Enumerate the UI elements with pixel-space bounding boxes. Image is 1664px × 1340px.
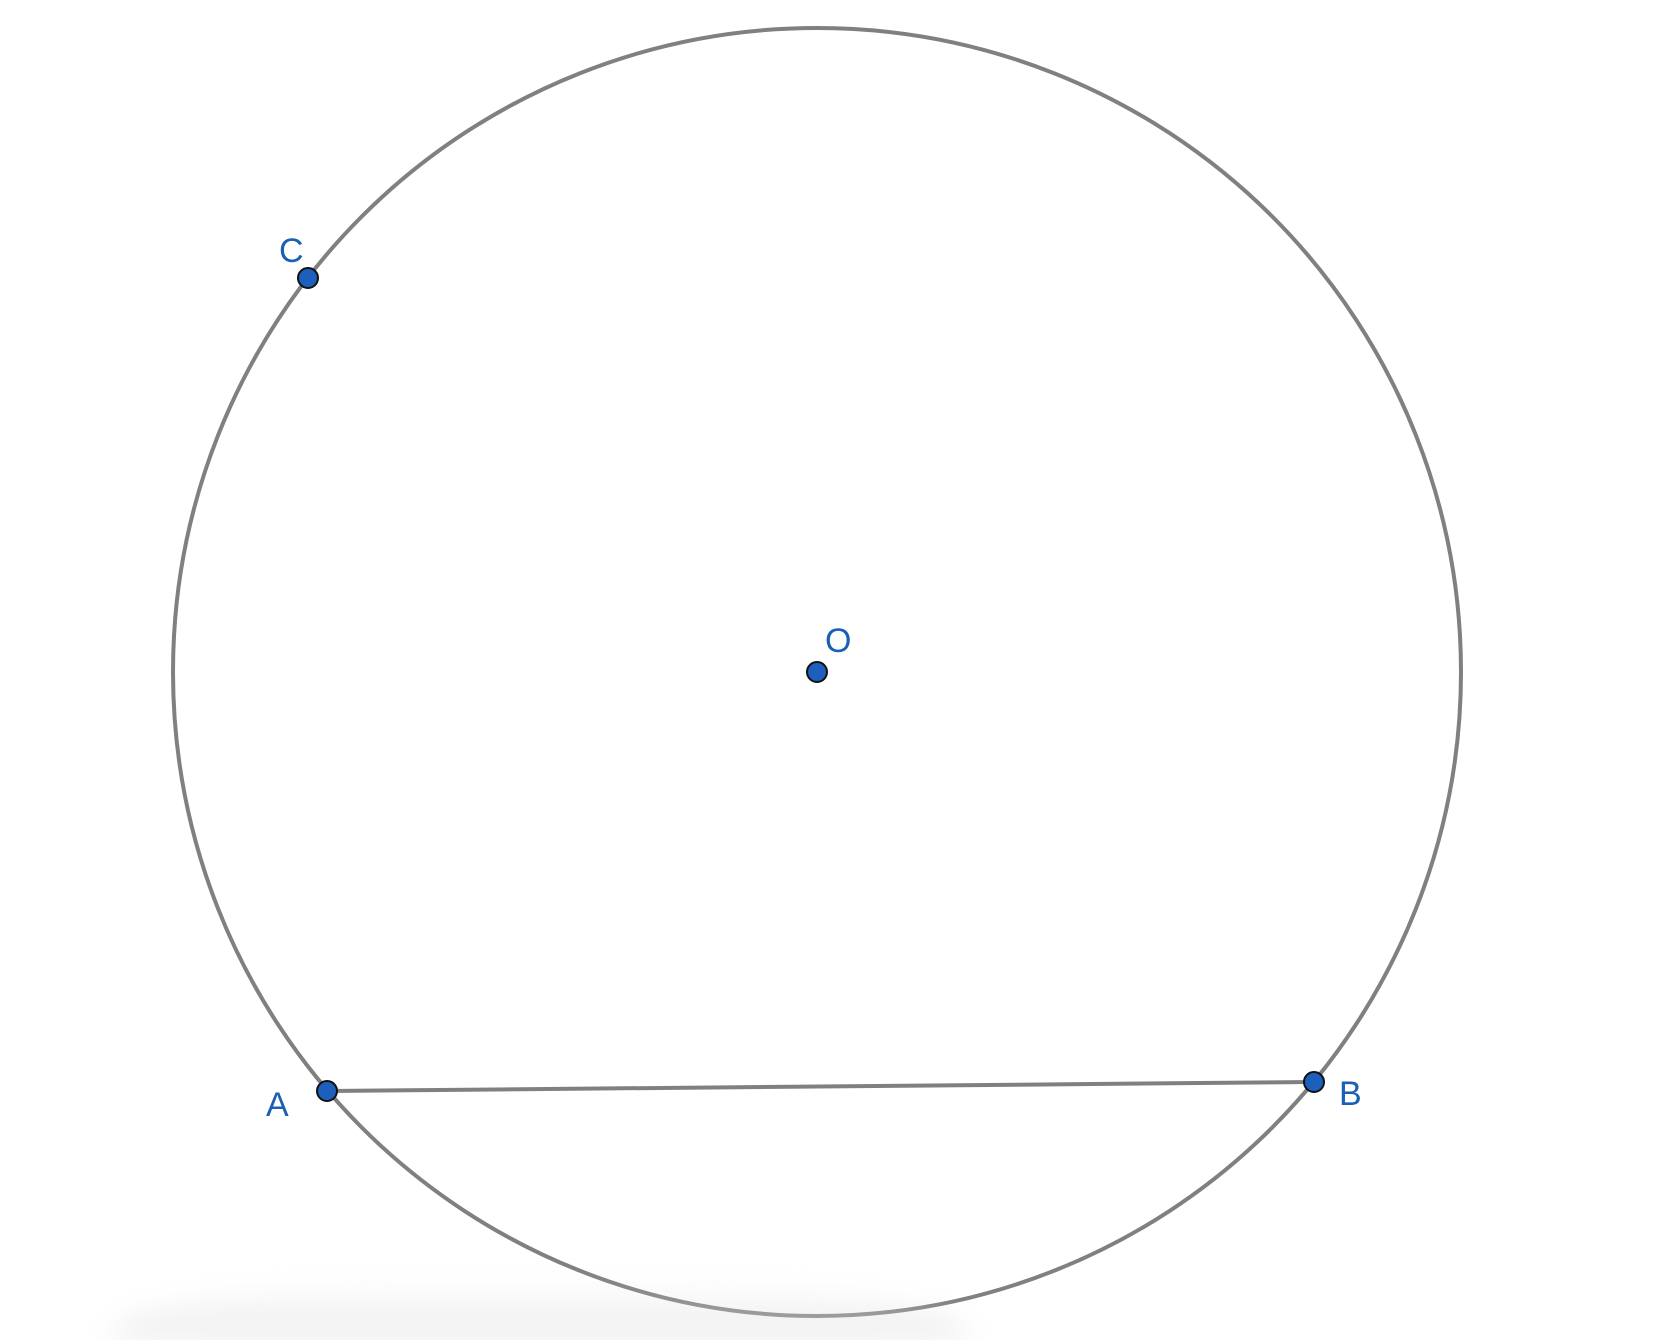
point-o-label: O — [825, 622, 851, 660]
point-o[interactable] — [806, 661, 828, 683]
point-a-label: A — [266, 1086, 289, 1124]
point-c[interactable] — [297, 267, 319, 289]
point-b[interactable] — [1303, 1071, 1325, 1093]
point-a[interactable] — [316, 1080, 338, 1102]
segment-ab[interactable] — [326, 1080, 1315, 1093]
point-c-label: C — [279, 232, 304, 270]
point-b-label: B — [1339, 1075, 1362, 1113]
